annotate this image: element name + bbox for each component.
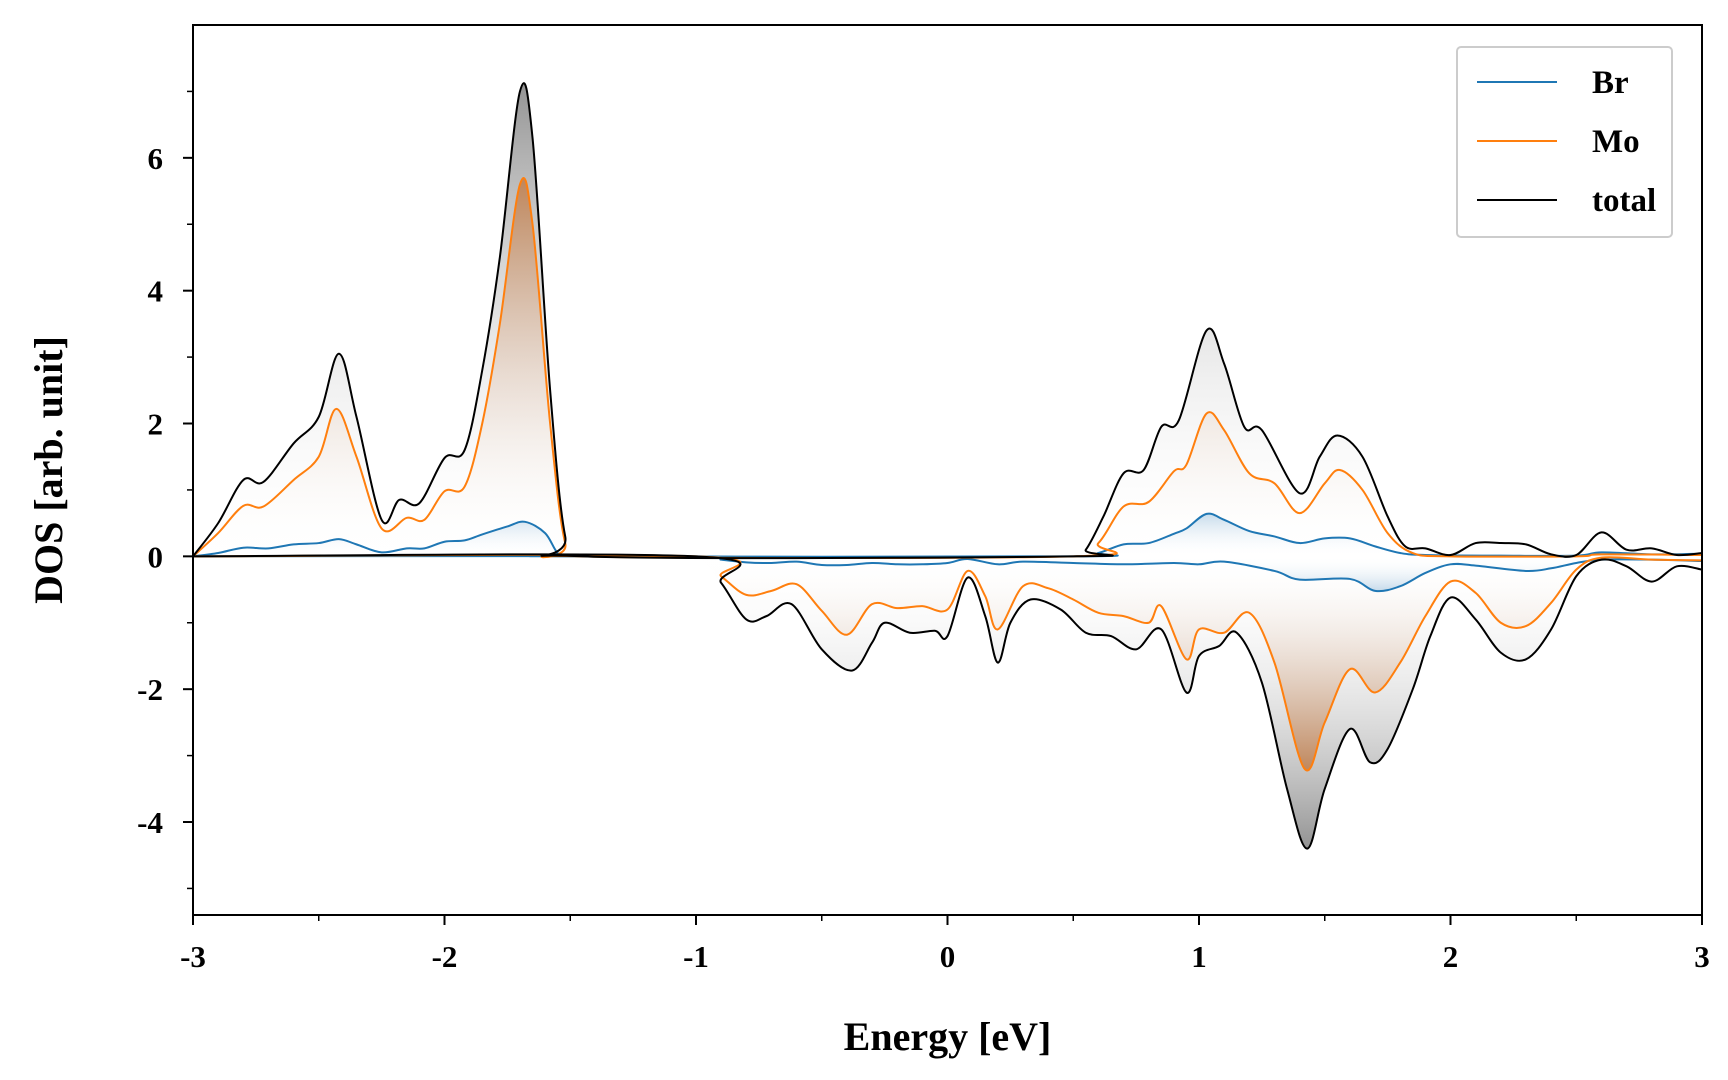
legend-label-br: Br: [1592, 65, 1629, 101]
x-tick-label: -1: [683, 939, 709, 974]
area-mo-spin-down: [696, 556, 1702, 771]
y-tick-label: -4: [137, 805, 163, 840]
line-mo-spin-down: [193, 553, 1702, 772]
axes: -3 -2 -1 0 1 2 3 -4 -2 0 2 4 6: [137, 24, 1710, 974]
line-total-spin-down: [193, 553, 1702, 850]
y-tick-label: -2: [137, 672, 163, 707]
series-lines: [193, 82, 1702, 850]
area-fills: [193, 83, 1702, 849]
x-tick-label: -3: [180, 939, 206, 974]
y-tick-label: 0: [148, 539, 164, 574]
x-tick-label: -2: [432, 939, 458, 974]
y-axis-label: DOS [arb. unit]: [26, 336, 71, 604]
area-mo-spin-up: [193, 178, 1702, 559]
y-tick-label: 6: [148, 141, 164, 176]
legend: Br Mo total: [1456, 46, 1673, 238]
x-tick-label: 1: [1191, 939, 1207, 974]
x-tick-label: 0: [940, 939, 956, 974]
x-tick-label: 2: [1443, 939, 1459, 974]
x-tick-label: 3: [1694, 939, 1710, 974]
x-axis-label: Energy [eV]: [844, 1014, 1052, 1059]
area-br-spin-down: [696, 556, 1702, 592]
y-tick-label: 4: [148, 274, 164, 309]
area-total-spin-down: [696, 556, 1702, 849]
legend-label-mo: Mo: [1592, 124, 1640, 160]
y-tick-label: 2: [148, 407, 164, 442]
legend-label-total: total: [1592, 183, 1656, 219]
line-br-spin-down: [193, 555, 1702, 593]
legend-box: [1456, 46, 1673, 238]
area-br-spin-up: [193, 513, 1702, 557]
line-total-spin-up: [193, 82, 1702, 560]
